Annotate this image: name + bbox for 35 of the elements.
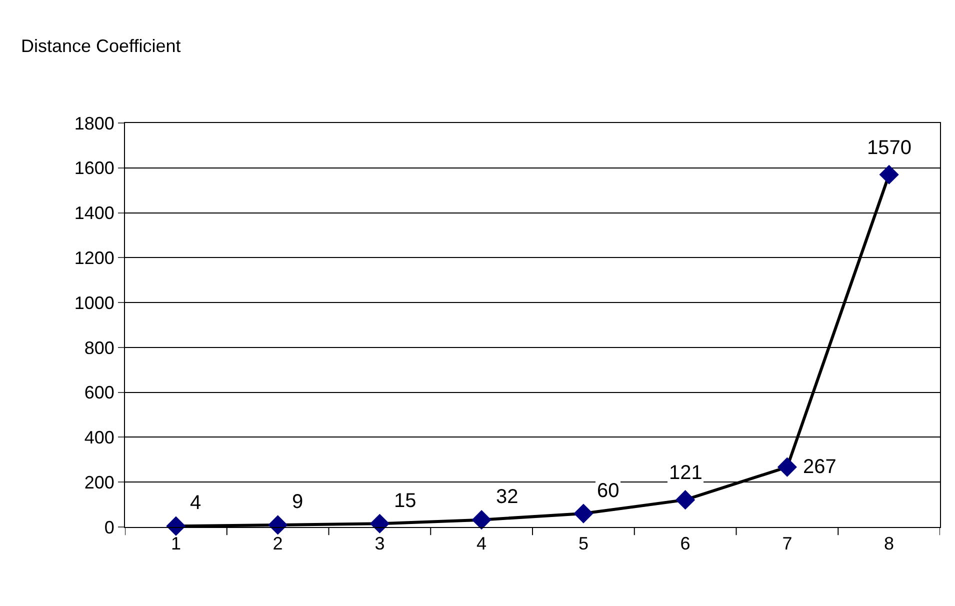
y-tick-label: 200 bbox=[84, 472, 114, 492]
data-label: 32 bbox=[496, 486, 518, 508]
data-label: 121 bbox=[669, 462, 702, 484]
x-tick-label: 6 bbox=[680, 534, 690, 554]
data-label: 60 bbox=[597, 480, 620, 502]
point bbox=[879, 165, 899, 184]
point bbox=[370, 514, 390, 534]
data-label: 4 bbox=[190, 492, 202, 514]
y-tick-label: 1400 bbox=[74, 203, 114, 224]
point bbox=[472, 510, 492, 530]
y-tick-label: 600 bbox=[84, 382, 114, 403]
x-tick-label: 2 bbox=[272, 534, 283, 554]
point bbox=[676, 490, 695, 510]
y-tick-label: 1000 bbox=[74, 292, 114, 313]
data-label: 267 bbox=[803, 456, 836, 478]
x-tick-label: 4 bbox=[476, 534, 487, 554]
x-tick-label: 8 bbox=[884, 534, 894, 554]
data-label: 15 bbox=[394, 490, 416, 512]
x-tick-label: 5 bbox=[578, 534, 588, 554]
data-label: 1570 bbox=[867, 137, 912, 159]
data-label: 9 bbox=[292, 491, 304, 513]
y-tick-label: 0 bbox=[104, 517, 114, 538]
x-tick-label: 3 bbox=[374, 534, 385, 554]
x-tick-label: 1 bbox=[170, 534, 181, 554]
y-tick-label: 1800 bbox=[74, 113, 114, 134]
y-tick-label: 400 bbox=[84, 428, 114, 448]
y-axis-title: Distance Coefficient bbox=[21, 36, 181, 56]
x-tick-label: 7 bbox=[782, 534, 792, 554]
point bbox=[166, 516, 186, 536]
point bbox=[574, 504, 594, 524]
y-tick-label: 1600 bbox=[74, 158, 114, 178]
point bbox=[778, 457, 797, 477]
y-tick-label: 1200 bbox=[74, 248, 114, 268]
y-tick-label: 800 bbox=[84, 338, 114, 358]
point bbox=[268, 515, 288, 535]
